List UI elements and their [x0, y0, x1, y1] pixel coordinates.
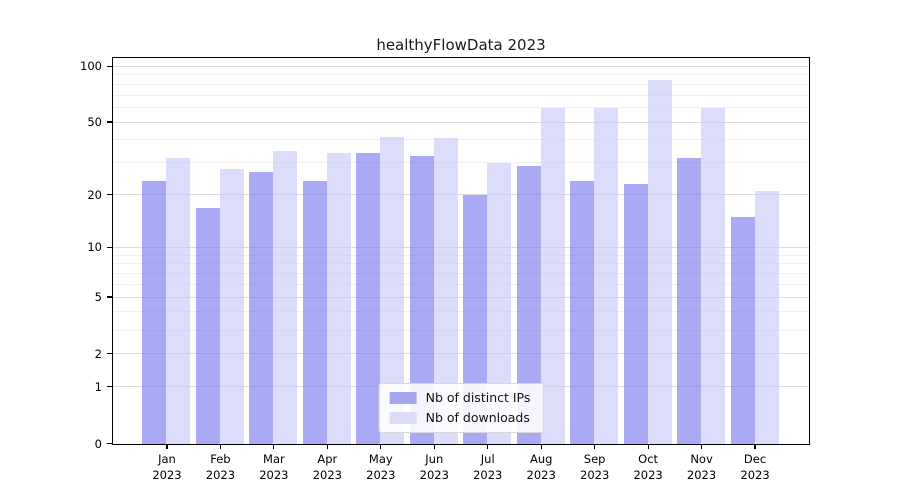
gridline-minor-y-70	[113, 94, 809, 96]
bar-nb-of-downloads-feb	[219, 168, 244, 444]
x-tick-dec	[754, 445, 756, 449]
x-tick-sep	[594, 445, 596, 449]
gridline-y-2	[113, 353, 809, 355]
gridline-minor-y-8	[113, 263, 809, 265]
x-tick-feb	[219, 445, 221, 449]
y-tick-10	[107, 246, 112, 249]
x-label-may: May 2023	[366, 452, 396, 482]
y-label-20: 20	[87, 187, 102, 202]
bar-nb-of-distinct-ips-mar	[249, 171, 274, 444]
gridline-minor-y-3	[113, 329, 809, 331]
gridline-minor-y-90	[113, 74, 809, 76]
x-tick-apr	[326, 445, 328, 449]
gridline-minor-y-60	[113, 106, 809, 108]
bar-nb-of-downloads-nov	[701, 107, 726, 444]
y-label-50: 50	[87, 115, 102, 130]
x-label-nov: Nov 2023	[686, 452, 717, 482]
x-tick-mar	[273, 445, 275, 449]
y-tick-1	[107, 386, 112, 388]
x-tick-jul	[487, 445, 489, 449]
bar-nb-of-downloads-sep	[594, 107, 619, 444]
y-label-100: 100	[80, 59, 102, 74]
x-label-jan: Jan 2023	[152, 452, 182, 482]
bar-nb-of-downloads-aug	[540, 107, 565, 444]
y-tick-5	[107, 296, 112, 298]
gridline-minor-y-6	[113, 283, 809, 285]
y-label-0: 0	[94, 436, 102, 451]
x-label-aug: Aug 2023	[526, 452, 556, 482]
x-tick-jun	[433, 445, 435, 449]
y-label-2: 2	[94, 346, 102, 361]
x-label-jul: Jul 2023	[473, 452, 503, 482]
bar-nb-of-distinct-ips-apr	[302, 180, 327, 444]
bar-nb-of-distinct-ips-jan	[142, 180, 167, 444]
legend-swatch-nb-of-distinct-ips	[389, 391, 417, 404]
bar-nb-of-distinct-ips-oct	[623, 184, 648, 444]
x-label-oct: Oct 2023	[633, 452, 663, 482]
gridline-y-20	[113, 194, 809, 196]
legend-label-nb-of-downloads: Nb of downloads	[425, 410, 530, 425]
bar-nb-of-distinct-ips-may	[356, 153, 381, 444]
gridline-minor-y-30	[113, 162, 809, 164]
y-tick-0	[107, 442, 112, 445]
x-tick-aug	[540, 445, 542, 449]
gridline-y-5	[113, 296, 809, 298]
bar-nb-of-downloads-jan	[166, 158, 191, 444]
y-tick-50	[107, 121, 112, 123]
bar-nb-of-distinct-ips-nov	[677, 158, 702, 444]
x-tick-jan	[166, 445, 168, 449]
legend-item-nb-of-distinct-ips: Nb of distinct IPs	[389, 390, 531, 405]
y-label-10: 10	[87, 240, 102, 255]
gridline-minor-y-9	[113, 254, 809, 256]
gridline-y-50	[113, 121, 809, 123]
bar-nb-of-downloads-oct	[647, 79, 672, 444]
bar-nb-of-distinct-ips-dec	[730, 217, 755, 444]
x-label-apr: Apr 2023	[312, 452, 342, 482]
gridline-minor-y-80	[113, 83, 809, 85]
x-label-feb: Feb 2023	[205, 452, 236, 482]
plot-area: Nb of distinct IPs Nb of downloads	[112, 57, 810, 445]
chart-title: healthyFlowData 2023	[376, 36, 546, 54]
bar-nb-of-downloads-dec	[754, 191, 779, 444]
bar-nb-of-distinct-ips-feb	[195, 207, 220, 444]
x-tick-nov	[700, 445, 703, 449]
x-label-mar: Mar 2023	[259, 452, 289, 482]
legend: Nb of distinct IPs Nb of downloads	[378, 383, 544, 433]
y-tick-2	[107, 353, 112, 355]
y-tick-20	[107, 194, 112, 196]
gridline-minor-y-40	[113, 139, 809, 141]
y-label-1: 1	[94, 379, 102, 394]
gridline-minor-y-4	[113, 311, 809, 313]
x-label-sep: Sep 2023	[580, 452, 610, 482]
y-tick-100	[107, 65, 112, 67]
gridline-y-100	[113, 65, 809, 67]
gridline-minor-y-7	[113, 273, 809, 275]
bar-nb-of-downloads-mar	[273, 151, 298, 444]
bar-nb-of-distinct-ips-sep	[570, 180, 595, 444]
y-label-5: 5	[94, 290, 102, 305]
legend-label-nb-of-distinct-ips: Nb of distinct IPs	[425, 390, 531, 405]
legend-item-nb-of-downloads: Nb of downloads	[389, 410, 531, 425]
gridline-y-10	[113, 246, 809, 248]
bar-nb-of-downloads-apr	[326, 153, 351, 444]
x-tick-oct	[647, 445, 649, 449]
x-label-dec: Dec 2023	[740, 452, 770, 482]
x-tick-may	[380, 445, 382, 449]
x-label-jun: Jun 2023	[419, 452, 449, 482]
legend-swatch-nb-of-downloads	[389, 411, 417, 424]
